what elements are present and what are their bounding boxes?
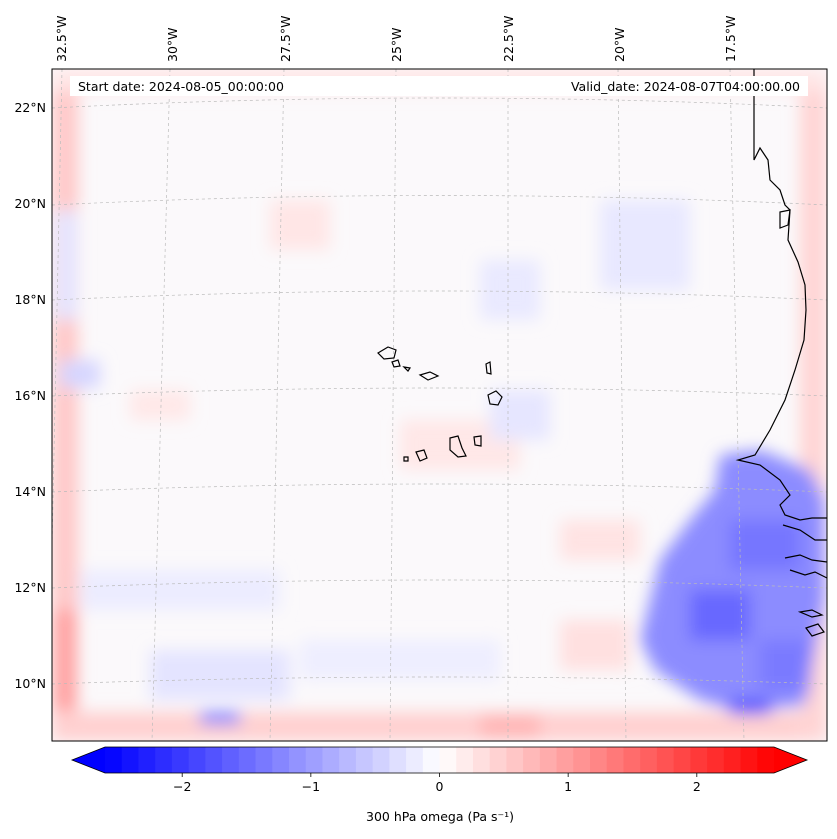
colorbar-segment bbox=[205, 747, 223, 773]
longitude-labels: 32.5°W 30°W 27.5°W 25°W 22.5°W 20°W 17.5… bbox=[54, 16, 738, 62]
colorbar-segment bbox=[590, 747, 608, 773]
colorbar-segment bbox=[656, 747, 675, 773]
colorbar-extend-low bbox=[72, 747, 105, 773]
lat-label: 22°N bbox=[14, 100, 46, 115]
island-sao-nicolau bbox=[418, 371, 440, 381]
island-fogo bbox=[415, 449, 428, 462]
colorbar-segment bbox=[606, 747, 625, 773]
colorbar-segment bbox=[723, 747, 742, 773]
colorbar-segment bbox=[489, 747, 508, 773]
omega-field bbox=[52, 69, 827, 741]
colorbar-segment bbox=[121, 747, 140, 773]
colorbar-segment bbox=[757, 747, 775, 773]
island-maio bbox=[473, 435, 482, 447]
colorbar-segment bbox=[539, 747, 558, 773]
colorbar-segment bbox=[690, 747, 708, 773]
colorbar-segment bbox=[389, 747, 407, 773]
colorbar-tick-label: −1 bbox=[302, 779, 320, 794]
colorbar-segment bbox=[272, 747, 290, 773]
lat-label: 12°N bbox=[14, 580, 46, 595]
lon-label: 22.5°W bbox=[501, 16, 516, 62]
colorbar-segment bbox=[456, 747, 474, 773]
colorbar-segment bbox=[640, 747, 658, 773]
colorbar-extend-high bbox=[774, 747, 807, 773]
colorbar-segment bbox=[339, 747, 357, 773]
valid-date-label: Valid_date: 2024-08-07T04:00:00.00 bbox=[571, 79, 800, 94]
colorbar-segment bbox=[406, 747, 424, 773]
island-boa-vista bbox=[487, 390, 503, 406]
colorbar-segment bbox=[740, 747, 758, 773]
island-santo-antao bbox=[377, 346, 397, 360]
colorbar-tick-label: 1 bbox=[564, 779, 572, 794]
colorbar-segment bbox=[422, 747, 441, 773]
colorbar-ticks: −2 −1 0 1 2 bbox=[173, 773, 701, 794]
colorbar-segment bbox=[105, 747, 123, 773]
lat-label: 10°N bbox=[14, 676, 46, 691]
colorbar-segment bbox=[355, 747, 374, 773]
island-santiago bbox=[449, 435, 467, 458]
colorbar-segment bbox=[288, 747, 307, 773]
west-africa-coastline bbox=[735, 69, 827, 521]
lon-label: 17.5°W bbox=[723, 16, 738, 62]
island-sal bbox=[485, 361, 492, 375]
colorbar-segment bbox=[255, 747, 273, 773]
lon-label: 27.5°W bbox=[278, 16, 293, 62]
island-brava bbox=[403, 456, 409, 462]
colorbar-segment bbox=[372, 747, 390, 773]
colorbar-segment bbox=[673, 747, 691, 773]
colorbar-segment bbox=[439, 747, 457, 773]
colorbar-segment bbox=[623, 747, 641, 773]
gridlines bbox=[52, 69, 827, 741]
colorbar-tick-label: 2 bbox=[693, 779, 701, 794]
lat-label: 16°N bbox=[14, 388, 46, 403]
colorbar-segment bbox=[556, 747, 574, 773]
colorbar-segment bbox=[322, 747, 340, 773]
colorbar: −2 −1 0 1 2 300 hPa omega (Pa s⁻¹) bbox=[70, 746, 809, 824]
colorbar-segment bbox=[188, 747, 206, 773]
latitude-labels: 22°N 20°N 18°N 16°N 14°N 12°N 10°N bbox=[14, 100, 46, 691]
colorbar-segment bbox=[573, 747, 591, 773]
colorbar-segment bbox=[305, 747, 324, 773]
start-date-label: Start date: 2024-08-05_00:00:00 bbox=[78, 79, 284, 94]
colorbar-segment bbox=[171, 747, 190, 773]
colorbar-segment bbox=[707, 747, 725, 773]
colorbar-segment bbox=[472, 747, 491, 773]
map-frame bbox=[51, 68, 828, 742]
omega-features bbox=[52, 69, 827, 741]
lat-label: 18°N bbox=[14, 292, 46, 307]
coastlines bbox=[377, 69, 827, 637]
lon-label: 20°W bbox=[612, 27, 627, 62]
colorbar-segment bbox=[506, 747, 524, 773]
colorbar-segment bbox=[222, 747, 240, 773]
header-box bbox=[70, 76, 808, 96]
lon-label: 25°W bbox=[389, 27, 404, 62]
colorbar-segment bbox=[238, 747, 257, 773]
colorbar-outline bbox=[70, 746, 809, 774]
colorbar-segment bbox=[155, 747, 173, 773]
colorbar-tick-label: −2 bbox=[173, 779, 191, 794]
lat-label: 14°N bbox=[14, 484, 46, 499]
colorbar-label: 300 hPa omega (Pa s⁻¹) bbox=[366, 809, 514, 824]
colorbar-segment bbox=[523, 747, 541, 773]
island-sao-vicente bbox=[391, 359, 401, 368]
colorbar-segment bbox=[138, 747, 156, 773]
colorbar-segments bbox=[72, 747, 807, 773]
lon-label: 32.5°W bbox=[54, 16, 69, 62]
colorbar-tick-label: 0 bbox=[436, 779, 444, 794]
lon-label: 30°W bbox=[165, 27, 180, 62]
lat-label: 20°N bbox=[14, 196, 46, 211]
